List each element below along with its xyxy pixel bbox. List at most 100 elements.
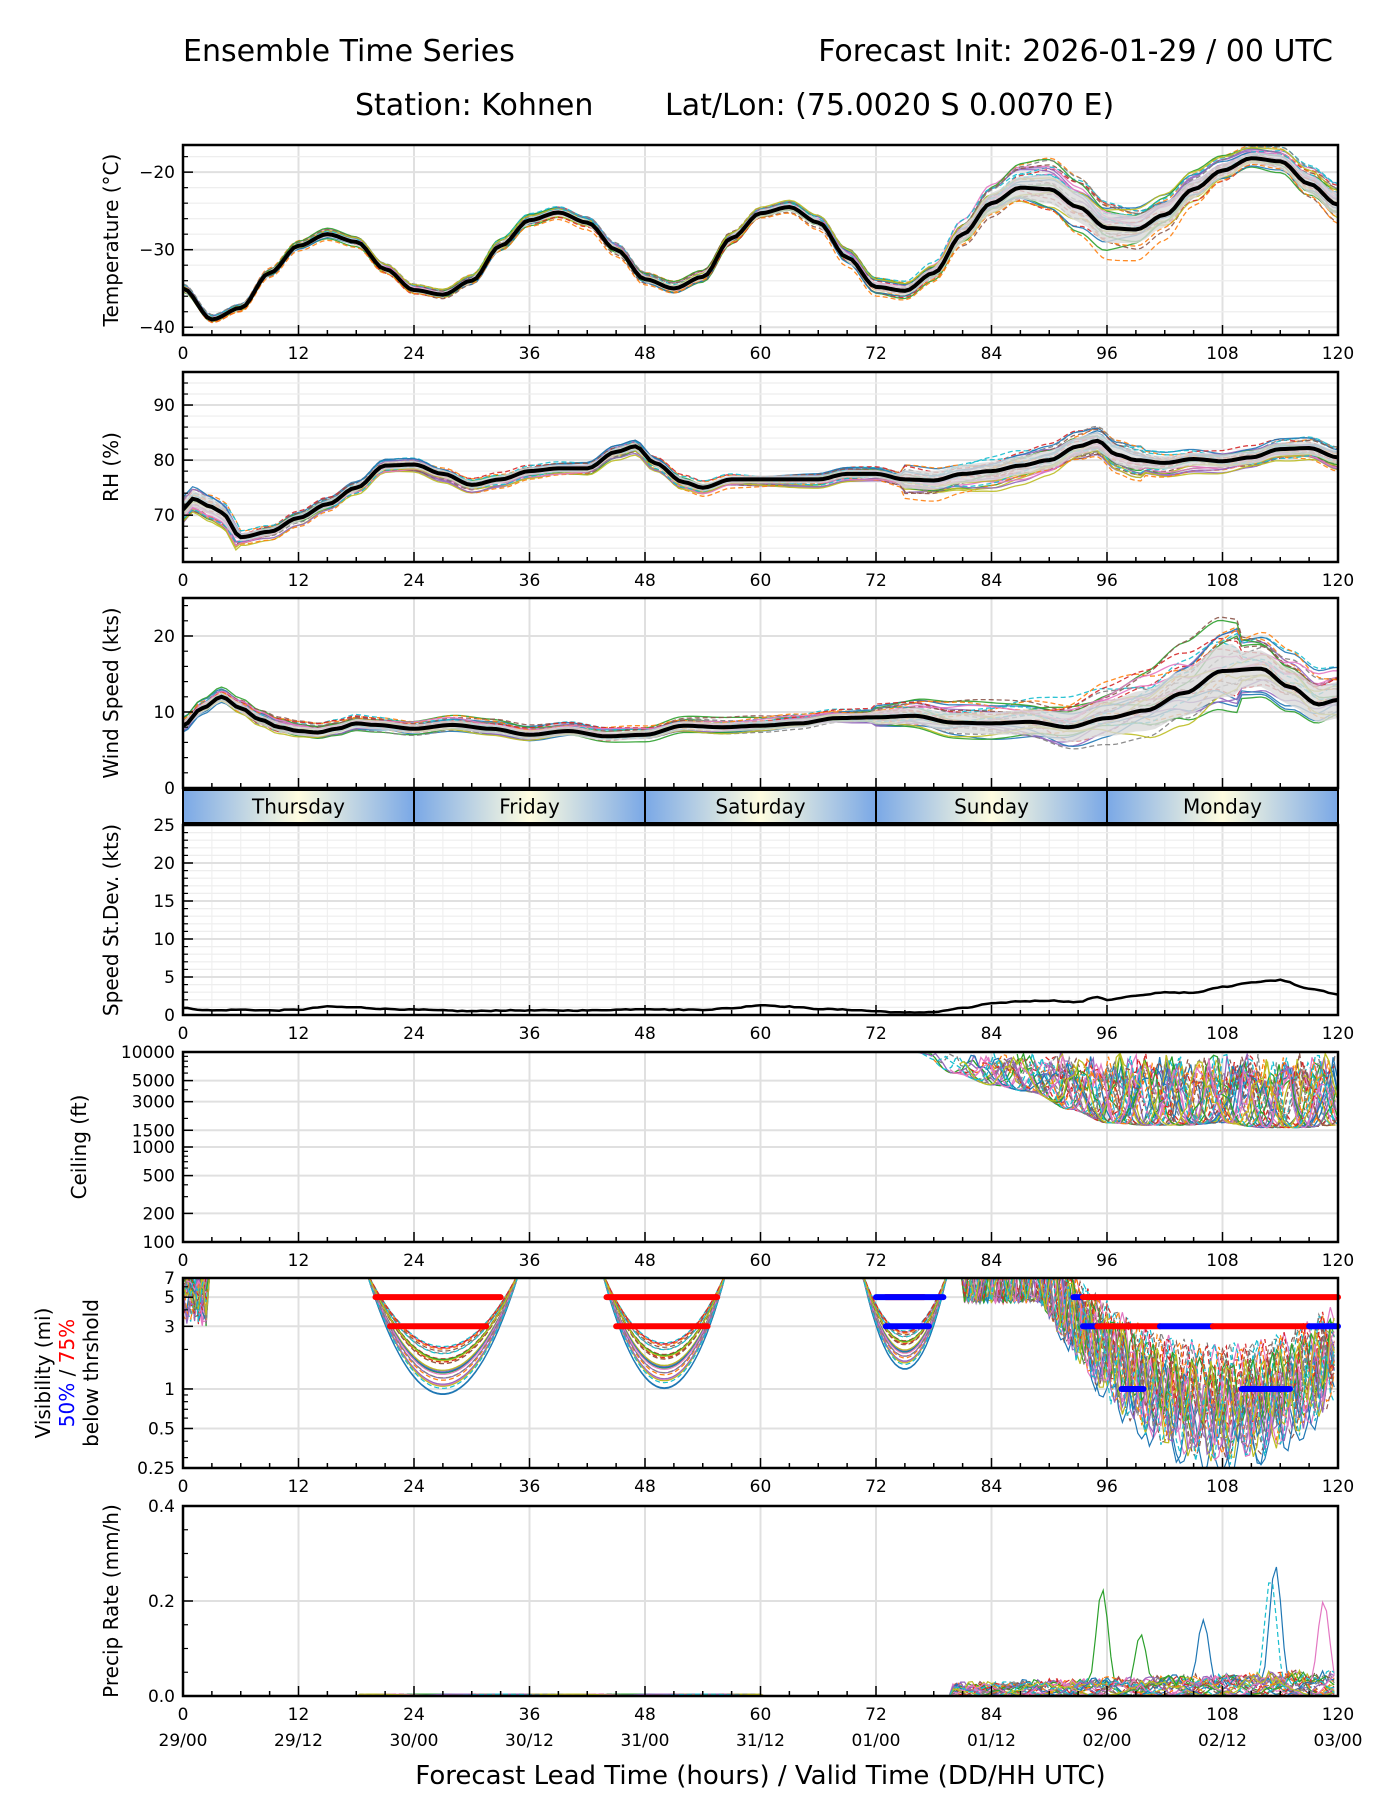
x-tick-label: 72 (865, 1251, 887, 1271)
axes: 0 10 20 Wind Speed (kts) (99, 596, 1340, 799)
x-tick-label: 84 (981, 1024, 1003, 1044)
x-tick-label: 24 (403, 344, 425, 364)
y-tick-label: 10000 (121, 1043, 175, 1063)
x-tick-label: 0 (178, 344, 189, 364)
y-axis-label: Temperature (°C) (99, 154, 123, 328)
x-tick-label: 36 (519, 1477, 541, 1497)
x-tick-label: 96 (1096, 1705, 1118, 1725)
x-gridlines (182, 598, 1339, 788)
ensemble-spread-band (183, 643, 1338, 743)
valid-time-label: 29/00 (159, 1731, 208, 1751)
x-tick-label: 60 (750, 1024, 772, 1044)
day-label: Friday (499, 795, 560, 819)
ensemble-member-line (957, 1055, 1337, 1129)
x-tick-label: 72 (865, 344, 887, 364)
valid-time-label: 01/12 (967, 1731, 1016, 1751)
x-tick-label: 60 (750, 1251, 772, 1271)
y-tick-label: 80 (153, 451, 175, 471)
y-tick-label: 0 (164, 779, 175, 799)
x-tick-label: 12 (288, 1705, 310, 1725)
ensemble-member-line (183, 1278, 1335, 1450)
x-tick-label: 120 (1322, 571, 1354, 591)
x-tick-label: 108 (1206, 1251, 1238, 1271)
x-tick-label: 0 (178, 1477, 189, 1497)
x-tick-label: 36 (519, 344, 541, 364)
y-tick-label: 90 (153, 396, 175, 416)
ensemble-member-line (183, 436, 1338, 538)
day-label: Thursday (251, 795, 345, 819)
axes: 0.25 0.5 1 3 57 0 12 24 36 48 60 72 84 96 108 120 Visibi… (31, 1269, 1354, 1497)
ensemble-member-line (914, 1052, 1336, 1129)
ensemble-members (183, 1566, 1335, 1696)
x-tick-label: 96 (1096, 571, 1118, 591)
x-tick-label: 24 (403, 1024, 425, 1044)
legend-sep: / (55, 1363, 79, 1382)
valid-time-label: 31/00 (621, 1731, 670, 1751)
ensemble-member-line (183, 1668, 1335, 1696)
valid-time-label: 01/00 (852, 1731, 901, 1751)
ensemble-member-line (183, 1670, 1335, 1696)
y-tick-label: 5 (164, 968, 175, 988)
valid-time-label: 30/00 (390, 1731, 439, 1751)
x-tick-label: 48 (634, 1251, 656, 1271)
y-tick-label: −40 (139, 318, 175, 338)
y-tick-label: 0.5 (148, 1419, 175, 1439)
ensemble-member-line (183, 1673, 1335, 1696)
axes: 0 5 10 15 20 25 0 12 24 36 48 60 72 84 96 108 120 Speed S… (99, 816, 1354, 1044)
x-tick-label: 120 (1322, 344, 1354, 364)
ensemble-member-line (183, 163, 1338, 324)
x-tick-label: 60 (750, 1705, 772, 1725)
ensemble-member-line (183, 1672, 1335, 1696)
valid-time-label: 31/12 (736, 1731, 785, 1751)
ensemble-member-line (183, 1673, 1335, 1696)
panel-visibility: 0.25 0.5 1 3 57 0 12 24 36 48 60 72 84 96 108 120 Visibi… (31, 1269, 1354, 1497)
x-tick-label: 108 (1206, 1705, 1238, 1725)
x-tick-label: 96 (1096, 1477, 1118, 1497)
day-cell-friday (414, 790, 645, 823)
x-tick-label: 108 (1206, 344, 1238, 364)
y-tick-label: 0.4 (148, 1497, 175, 1517)
y-tick-label: 25 (153, 816, 175, 836)
x-tick-label: 108 (1206, 571, 1238, 591)
ensemble-member-line (1038, 1056, 1337, 1129)
y-tick-label: 100 (143, 1233, 175, 1253)
day-label: Sunday (954, 795, 1029, 819)
day-label: Saturday (715, 795, 805, 819)
y-tick-label: 1000 (132, 1138, 175, 1158)
y-tick-label: 500 (143, 1167, 175, 1187)
valid-time-label: 30/12 (505, 1731, 554, 1751)
y-axis-label: RH (%) (99, 432, 123, 502)
x-tick-label: 96 (1096, 1024, 1118, 1044)
panel-speed_stdev: 0 5 10 15 20 25 0 12 24 36 48 60 72 84 96 108 120 Speed S… (99, 816, 1354, 1044)
y-tick-label: 0.25 (137, 1459, 175, 1479)
ensemble-member-line (959, 1052, 1338, 1129)
day-band: Thursday Friday Saturday Sunday Monday (182, 789, 1339, 824)
x-tick-label: 36 (519, 1251, 541, 1271)
threshold-bars (372, 1294, 1341, 1392)
y-tick-label: 10 (153, 703, 175, 723)
x-tick-label: 36 (519, 1024, 541, 1044)
x-tick-label: 24 (403, 1477, 425, 1497)
ensemble-member-line (183, 147, 1338, 319)
axes: 0.0 0.2 0.4 0 12 24 36 48 60 72 84 96 108 120 Precip R… (99, 1497, 1363, 1791)
y-tick-label: 1 (164, 1380, 175, 1400)
panel-temperature: −40 −30 −20 0 12 24 36 48 60 72 84 96 108 120 Temperat… (99, 143, 1354, 364)
x-tick-label: 24 (403, 1705, 425, 1725)
ensemble-member-line (183, 1278, 1335, 1427)
x-tick-label: 108 (1206, 1477, 1238, 1497)
ensemble-mean-line (183, 438, 1338, 540)
day-cell-thursday (183, 790, 414, 823)
valid-time-label: 02/00 (1083, 1731, 1132, 1751)
valid-time-label: 02/12 (1198, 1731, 1247, 1751)
x-tick-label: 120 (1322, 1477, 1354, 1497)
x-tick-label: 120 (1322, 1024, 1354, 1044)
axes: −40 −30 −20 0 12 24 36 48 60 72 84 96 108 120 Temperat… (99, 143, 1354, 364)
x-tick-label: 12 (288, 344, 310, 364)
panel-rh: 70 80 90 0 12 24 36 48 60 72 84 96 108 120 RH (%) (99, 370, 1354, 591)
y-tick-label: 20 (153, 854, 175, 874)
y-tick-label: 20 (153, 627, 175, 647)
y-tick-label: 5 (164, 1288, 175, 1308)
x-tick-label: 12 (288, 571, 310, 591)
x-tick-label: 84 (981, 344, 1003, 364)
